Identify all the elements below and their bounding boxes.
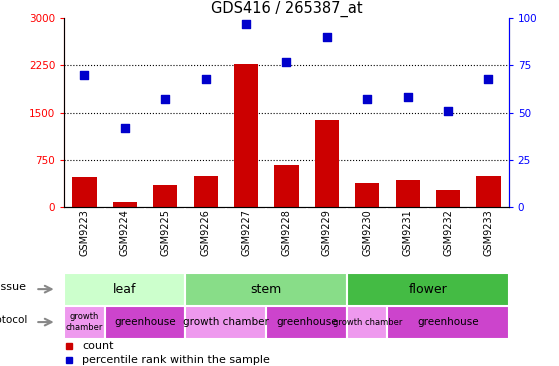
Text: greenhouse: greenhouse: [276, 317, 338, 327]
Point: [161, 96, 170, 102]
Text: count: count: [82, 341, 113, 351]
Point: [201, 76, 210, 82]
Text: growth
chamber: growth chamber: [66, 312, 103, 332]
Bar: [113, 202, 137, 207]
Text: stem: stem: [250, 283, 282, 296]
Bar: [476, 176, 501, 207]
Text: growth protocol: growth protocol: [0, 315, 27, 325]
Bar: [347, 273, 509, 306]
Bar: [64, 273, 186, 306]
Bar: [355, 183, 380, 207]
Bar: [315, 120, 339, 207]
Text: flower: flower: [409, 283, 447, 296]
Bar: [186, 273, 347, 306]
Point: [120, 125, 129, 131]
Point: [444, 108, 453, 113]
Text: GSM9226: GSM9226: [201, 209, 211, 256]
Point: [80, 72, 89, 78]
Bar: [266, 306, 347, 339]
Text: GSM9230: GSM9230: [362, 209, 372, 256]
Text: GSM9225: GSM9225: [160, 209, 170, 257]
Point: [282, 59, 291, 64]
Bar: [234, 64, 258, 207]
Text: leaf: leaf: [113, 283, 136, 296]
Point: [484, 76, 493, 82]
Text: percentile rank within the sample: percentile rank within the sample: [82, 355, 270, 365]
Text: GSM9223: GSM9223: [79, 209, 89, 256]
Point: [363, 96, 372, 102]
Title: GDS416 / 265387_at: GDS416 / 265387_at: [211, 1, 362, 17]
Bar: [72, 177, 97, 207]
Bar: [105, 306, 186, 339]
Text: tissue: tissue: [0, 283, 27, 292]
Text: GSM9224: GSM9224: [120, 209, 130, 256]
Text: growth chamber: growth chamber: [333, 318, 402, 326]
Bar: [387, 306, 509, 339]
Bar: [193, 176, 218, 207]
Text: GSM9231: GSM9231: [402, 209, 413, 256]
Bar: [153, 185, 177, 207]
Text: GSM9232: GSM9232: [443, 209, 453, 256]
Bar: [436, 190, 460, 207]
Bar: [64, 306, 105, 339]
Text: growth chamber: growth chamber: [183, 317, 269, 327]
Text: greenhouse: greenhouse: [417, 317, 479, 327]
Bar: [186, 306, 266, 339]
Text: GSM9229: GSM9229: [322, 209, 332, 256]
Text: greenhouse: greenhouse: [114, 317, 176, 327]
Point: [241, 21, 250, 27]
Text: GSM9228: GSM9228: [282, 209, 291, 256]
Text: GSM9233: GSM9233: [484, 209, 494, 256]
Bar: [396, 180, 420, 207]
Point: [403, 94, 412, 100]
Point: [323, 34, 331, 40]
Bar: [274, 165, 299, 207]
Bar: [347, 306, 387, 339]
Text: GSM9227: GSM9227: [241, 209, 251, 257]
